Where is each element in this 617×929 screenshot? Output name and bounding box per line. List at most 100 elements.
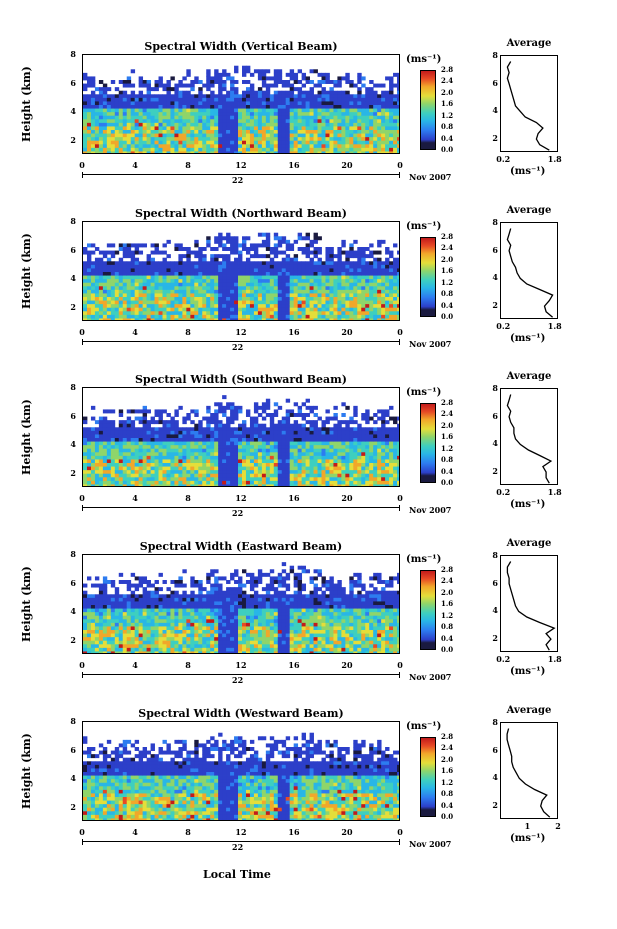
heatmap-cell bbox=[230, 151, 235, 153]
heatmap-cell bbox=[238, 112, 243, 117]
heatmap-cell bbox=[138, 304, 144, 309]
heatmap-cell bbox=[214, 133, 219, 138]
heatmap-cell bbox=[242, 473, 247, 478]
heatmap-cell bbox=[293, 452, 299, 457]
heatmap-cell bbox=[393, 130, 398, 134]
heatmap-cell bbox=[86, 282, 92, 287]
heatmap-cell bbox=[365, 147, 370, 152]
heatmap-cell bbox=[174, 286, 179, 291]
heatmap-cell bbox=[397, 282, 399, 287]
heatmap-cell bbox=[198, 126, 203, 131]
heatmap-cell bbox=[178, 137, 183, 142]
heatmap-cell bbox=[341, 282, 346, 287]
heatmap-cell bbox=[174, 147, 179, 152]
heatmap-cell bbox=[385, 112, 390, 117]
heatmap-cell bbox=[150, 466, 155, 471]
heatmap-cell bbox=[110, 151, 116, 153]
heatmap-cell bbox=[190, 430, 195, 435]
heatmap-cell bbox=[102, 147, 108, 152]
heatmap-cell bbox=[242, 318, 247, 320]
heatmap-cell bbox=[230, 434, 235, 439]
heatmap-cell bbox=[393, 151, 398, 153]
heatmap-cell bbox=[206, 264, 211, 269]
heatmap-cell bbox=[253, 307, 259, 312]
heatmap-cell bbox=[222, 434, 227, 439]
heatmap-cell bbox=[102, 250, 108, 255]
heatmap-cell bbox=[345, 423, 350, 428]
heatmap-cell bbox=[385, 307, 390, 312]
heatmap-cell bbox=[297, 289, 303, 294]
heatmap-cell bbox=[313, 445, 318, 450]
heatmap-cell bbox=[337, 108, 342, 113]
heatmap-cell bbox=[162, 264, 167, 269]
heatmap-cell bbox=[357, 297, 362, 301]
heatmap-cell bbox=[138, 275, 144, 280]
heatmap-cell bbox=[86, 297, 92, 301]
heatmap-cell bbox=[122, 304, 128, 309]
heatmap-cell bbox=[325, 130, 330, 134]
heatmap-cell bbox=[317, 151, 322, 153]
heatmap-cell bbox=[98, 140, 104, 145]
heatmap-cell bbox=[273, 147, 279, 152]
heatmap-cell bbox=[98, 427, 104, 432]
heatmap-cell bbox=[174, 144, 179, 149]
heatmap-cell bbox=[154, 268, 159, 273]
heatmap-cell bbox=[210, 112, 215, 117]
heatmap-cell bbox=[182, 130, 187, 134]
heatmap-cell bbox=[214, 254, 219, 259]
heatmap-cell bbox=[186, 289, 191, 294]
average-x-tick-label: 0.2 bbox=[496, 321, 511, 331]
heatmap-cell bbox=[102, 140, 108, 145]
heatmap-cell bbox=[349, 247, 354, 251]
heatmap-cell bbox=[114, 279, 120, 284]
heatmap-cell bbox=[222, 307, 227, 312]
heatmap-cell bbox=[273, 304, 279, 309]
heatmap-cell bbox=[345, 405, 350, 410]
heatmap-cell bbox=[269, 463, 275, 467]
heatmap-cell bbox=[154, 293, 159, 298]
heatmap-cell bbox=[234, 311, 239, 316]
heatmap-cell bbox=[353, 438, 358, 442]
heatmap-cell bbox=[289, 122, 295, 127]
heatmap-cell bbox=[158, 119, 163, 124]
heatmap-cell bbox=[158, 455, 163, 460]
heatmap-cell bbox=[186, 463, 191, 467]
heatmap-cell bbox=[210, 318, 215, 320]
heatmap-cell bbox=[345, 286, 350, 291]
heatmap-cell bbox=[170, 108, 175, 113]
heatmap-cell bbox=[277, 264, 283, 269]
heatmap-cell bbox=[162, 459, 167, 464]
heatmap-cell bbox=[230, 484, 235, 486]
heatmap-cell bbox=[357, 473, 362, 478]
heatmap-cell bbox=[102, 304, 108, 309]
heatmap-cell bbox=[381, 279, 386, 284]
heatmap-cell bbox=[83, 264, 88, 269]
heatmap-cell bbox=[202, 484, 207, 486]
heatmap-cell bbox=[317, 427, 322, 432]
heatmap-cell bbox=[361, 105, 366, 109]
heatmap-cell bbox=[150, 243, 155, 248]
colorbar-unit: (ms⁻¹) bbox=[406, 387, 442, 398]
heatmap-cell bbox=[353, 405, 358, 410]
heatmap-cell bbox=[361, 94, 366, 99]
heatmap-cell bbox=[365, 122, 370, 127]
heatmap-cell bbox=[234, 268, 239, 273]
heatmap-cell bbox=[321, 272, 326, 276]
heatmap-cell bbox=[277, 236, 283, 241]
heatmap-cell bbox=[309, 282, 314, 287]
heatmap-cell bbox=[158, 434, 163, 439]
heatmap-cell bbox=[281, 90, 287, 95]
heatmap-cell bbox=[86, 137, 92, 142]
heatmap-cell bbox=[281, 307, 287, 312]
heatmap-cell bbox=[230, 282, 235, 287]
heatmap-cell bbox=[110, 438, 116, 442]
heatmap-cell bbox=[325, 441, 330, 446]
heatmap-cell bbox=[150, 455, 155, 460]
heatmap-cell bbox=[222, 243, 227, 248]
heatmap-cell bbox=[345, 420, 350, 425]
heatmap-cell bbox=[222, 484, 227, 486]
heatmap-cell bbox=[369, 434, 374, 439]
heatmap-cell bbox=[166, 441, 171, 446]
heatmap-cell bbox=[309, 470, 314, 475]
heatmap-cell bbox=[249, 147, 255, 152]
